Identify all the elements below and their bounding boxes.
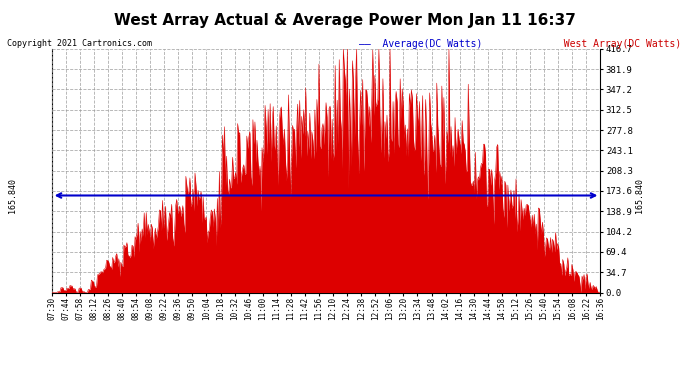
- Text: West Array(DC Watts): West Array(DC Watts): [552, 39, 681, 50]
- Text: ——  Average(DC Watts): —— Average(DC Watts): [359, 39, 482, 50]
- Text: 165.840: 165.840: [635, 178, 644, 213]
- Text: 165.840: 165.840: [8, 178, 17, 213]
- Text: Copyright 2021 Cartronics.com: Copyright 2021 Cartronics.com: [7, 39, 152, 48]
- Text: West Array Actual & Average Power Mon Jan 11 16:37: West Array Actual & Average Power Mon Ja…: [114, 13, 576, 28]
